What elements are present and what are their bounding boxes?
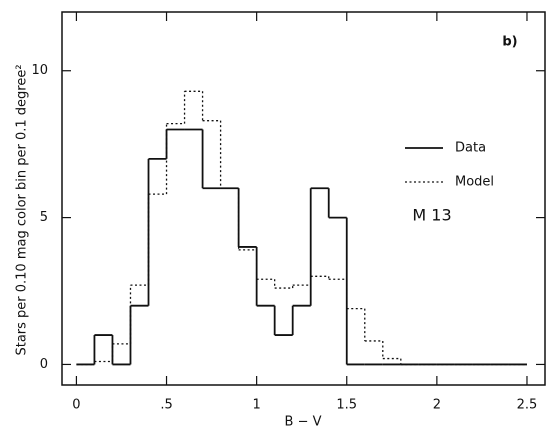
legend-label: Model	[455, 175, 494, 190]
x-tick-label: 1	[253, 398, 261, 413]
x-tick-label: 2	[433, 398, 441, 413]
x-tick-label: 1.5	[336, 398, 357, 413]
x-tick-label: .5	[160, 398, 172, 413]
y-axis-label: Stars per 0.10 mag color bin per 0.1 deg…	[15, 64, 30, 355]
x-tick-label: 2.5	[517, 398, 538, 413]
y-tick-label: 0	[40, 357, 48, 372]
y-tick-label: 5	[40, 210, 48, 225]
plot-frame	[61, 11, 546, 386]
legend-label: Data	[455, 141, 486, 156]
x-tick-label: 0	[72, 398, 80, 413]
y-tick-label: 10	[31, 63, 48, 78]
x-axis-label: B − V	[285, 415, 322, 430]
annotation: M 13	[412, 206, 451, 225]
panel-label: b)	[502, 35, 517, 50]
